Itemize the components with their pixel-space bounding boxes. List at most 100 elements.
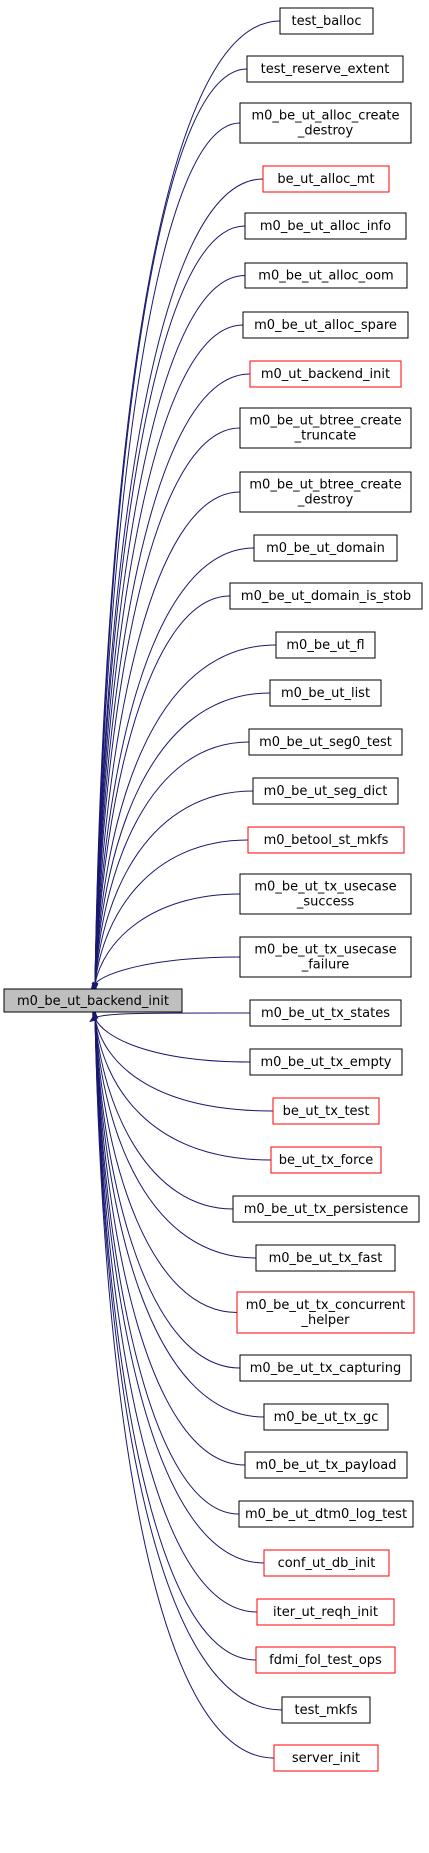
caller-node[interactable]: m0_be_ut_tx_gc bbox=[263, 1403, 389, 1431]
caller-node-label: m0_be_ut_seg0_test bbox=[259, 735, 392, 750]
caller-node-box[interactable] bbox=[252, 777, 399, 805]
caller-node[interactable]: conf_ut_db_init bbox=[263, 1549, 390, 1577]
caller-node-box[interactable] bbox=[249, 999, 402, 1027]
call-edge bbox=[91, 225, 246, 992]
root-node-box[interactable] bbox=[3, 988, 183, 1013]
caller-node[interactable]: test_mkfs bbox=[281, 1696, 371, 1724]
caller-node[interactable]: m0_be_ut_seg0_test bbox=[248, 728, 403, 756]
caller-node[interactable]: m0_be_ut_btree_create_truncate bbox=[239, 407, 412, 449]
caller-node[interactable]: test_reserve_extent bbox=[246, 55, 404, 83]
caller-node-box[interactable] bbox=[249, 360, 402, 388]
caller-node[interactable]: m0_be_ut_tx_concurrent_helper bbox=[236, 1291, 415, 1334]
caller-node-label: m0_be_ut_dtm0_log_test bbox=[245, 1507, 407, 1522]
caller-node[interactable]: m0_be_ut_domain bbox=[253, 534, 398, 562]
caller-node[interactable]: m0_be_ut_tx_states bbox=[249, 999, 402, 1027]
caller-node-label: fdmi_fol_test_ops bbox=[269, 1653, 382, 1668]
caller-nodes: test_balloc test_reserve_extent m0_be_ut_a… bbox=[229, 7, 423, 1772]
caller-node-box[interactable] bbox=[239, 936, 412, 978]
caller-node[interactable]: m0_be_ut_tx_fast bbox=[255, 1244, 396, 1272]
caller-node[interactable]: m0_be_ut_fl bbox=[275, 631, 376, 659]
caller-node-box[interactable] bbox=[229, 582, 423, 610]
caller-node-label: m0_be_ut_list bbox=[281, 686, 370, 701]
caller-node-label: iter_ut_reqh_init bbox=[273, 1605, 378, 1620]
caller-node-box[interactable] bbox=[263, 1403, 389, 1431]
caller-node[interactable]: m0_be_ut_alloc_oom bbox=[244, 262, 408, 289]
caller-node[interactable]: m0_be_ut_tx_payload bbox=[244, 1451, 408, 1479]
caller-node-box[interactable] bbox=[244, 1451, 408, 1479]
root-node[interactable]: m0_be_ut_backend_init bbox=[3, 988, 183, 1013]
caller-node-box[interactable] bbox=[263, 1549, 390, 1577]
caller-node[interactable]: m0_be_ut_domain_is_stob bbox=[229, 582, 423, 610]
caller-node-box[interactable] bbox=[236, 1291, 415, 1334]
caller-node-box[interactable] bbox=[281, 1696, 371, 1724]
call-edge bbox=[91, 644, 277, 992]
caller-node-box[interactable] bbox=[253, 534, 398, 562]
caller-node-label: be_ut_tx_test bbox=[283, 1104, 370, 1119]
caller-node-box[interactable] bbox=[255, 1244, 396, 1272]
caller-node-box[interactable] bbox=[239, 873, 412, 915]
call-edge bbox=[91, 122, 241, 992]
caller-node-label: m0_be_ut_tx_usecase bbox=[254, 943, 396, 958]
caller-node-box[interactable] bbox=[248, 728, 403, 756]
caller-node-label: m0_be_ut_tx_capturing bbox=[250, 1361, 401, 1376]
caller-node-box[interactable] bbox=[256, 1598, 395, 1626]
caller-node-box[interactable] bbox=[262, 165, 390, 193]
caller-node[interactable]: test_balloc bbox=[279, 7, 374, 35]
call-edge bbox=[91, 491, 241, 992]
caller-node-box[interactable] bbox=[242, 311, 409, 339]
caller-node-box[interactable] bbox=[239, 1354, 412, 1382]
caller-node[interactable]: m0_be_ut_list bbox=[269, 679, 382, 707]
call-edge bbox=[91, 68, 248, 992]
caller-node[interactable]: m0_be_ut_tx_capturing bbox=[239, 1354, 412, 1382]
caller-node-label: conf_ut_db_init bbox=[278, 1556, 376, 1571]
call-edge bbox=[91, 547, 255, 992]
caller-node-box[interactable] bbox=[249, 1048, 403, 1076]
caller-node-box[interactable] bbox=[239, 407, 412, 449]
call-edge bbox=[91, 427, 241, 992]
caller-node[interactable]: m0_be_ut_tx_usecase_failure bbox=[239, 936, 412, 978]
caller-node-label: _destroy bbox=[297, 493, 354, 508]
caller-node[interactable]: m0_be_ut_seg_dict bbox=[252, 777, 399, 805]
caller-node-box[interactable] bbox=[270, 1146, 382, 1174]
caller-node-label: _destroy bbox=[297, 124, 354, 139]
caller-node-box[interactable] bbox=[244, 212, 407, 240]
caller-node[interactable]: m0_be_ut_btree_create_destroy bbox=[239, 471, 412, 513]
caller-node[interactable]: server_init bbox=[273, 1744, 379, 1772]
caller-node-box[interactable] bbox=[269, 679, 382, 707]
caller-node[interactable]: m0_betool_st_mkfs bbox=[247, 826, 405, 854]
caller-node[interactable]: m0_be_ut_dtm0_log_test bbox=[238, 1500, 414, 1528]
caller-node-box[interactable] bbox=[255, 1646, 396, 1674]
call-edge bbox=[91, 595, 231, 992]
caller-node[interactable]: be_ut_alloc_mt bbox=[262, 165, 390, 193]
call-edge bbox=[91, 1010, 240, 1515]
caller-node[interactable]: m0_be_ut_alloc_create_destroy bbox=[239, 102, 412, 144]
call-edge bbox=[92, 893, 241, 992]
caller-node[interactable]: m0_be_ut_tx_empty bbox=[249, 1048, 403, 1076]
caller-node-label: be_ut_alloc_mt bbox=[277, 172, 374, 187]
caller-node[interactable]: m0_be_ut_alloc_spare bbox=[242, 311, 409, 339]
caller-node-label: m0_be_ut_tx_persistence bbox=[244, 1202, 409, 1217]
caller-node-box[interactable] bbox=[247, 826, 405, 854]
caller-node[interactable]: m0_ut_backend_init bbox=[249, 360, 402, 388]
caller-node-box[interactable] bbox=[272, 1097, 380, 1125]
caller-node[interactable]: fdmi_fol_test_ops bbox=[255, 1646, 396, 1674]
caller-node[interactable]: be_ut_tx_force bbox=[270, 1146, 382, 1174]
caller-node-box[interactable] bbox=[232, 1195, 420, 1223]
caller-node-box[interactable] bbox=[275, 631, 376, 659]
caller-node[interactable]: iter_ut_reqh_init bbox=[256, 1598, 395, 1626]
call-edge bbox=[91, 1010, 265, 1564]
caller-node-box[interactable] bbox=[239, 102, 412, 144]
caller-node-label: m0_be_ut_tx_usecase bbox=[254, 880, 396, 895]
caller-node[interactable]: m0_be_ut_tx_persistence bbox=[232, 1195, 420, 1223]
caller-node-box[interactable] bbox=[244, 262, 408, 289]
caller-node[interactable]: m0_be_ut_alloc_info bbox=[244, 212, 407, 240]
caller-node[interactable]: be_ut_tx_test bbox=[272, 1097, 380, 1125]
caller-node-box[interactable] bbox=[239, 471, 412, 513]
caller-node-box[interactable] bbox=[238, 1500, 414, 1528]
caller-node[interactable]: m0_be_ut_tx_usecase_success bbox=[239, 873, 412, 915]
caller-node-box[interactable] bbox=[279, 7, 374, 35]
caller-node-box[interactable] bbox=[246, 55, 404, 83]
call-edge bbox=[91, 790, 254, 992]
caller-node-box[interactable] bbox=[273, 1744, 379, 1772]
